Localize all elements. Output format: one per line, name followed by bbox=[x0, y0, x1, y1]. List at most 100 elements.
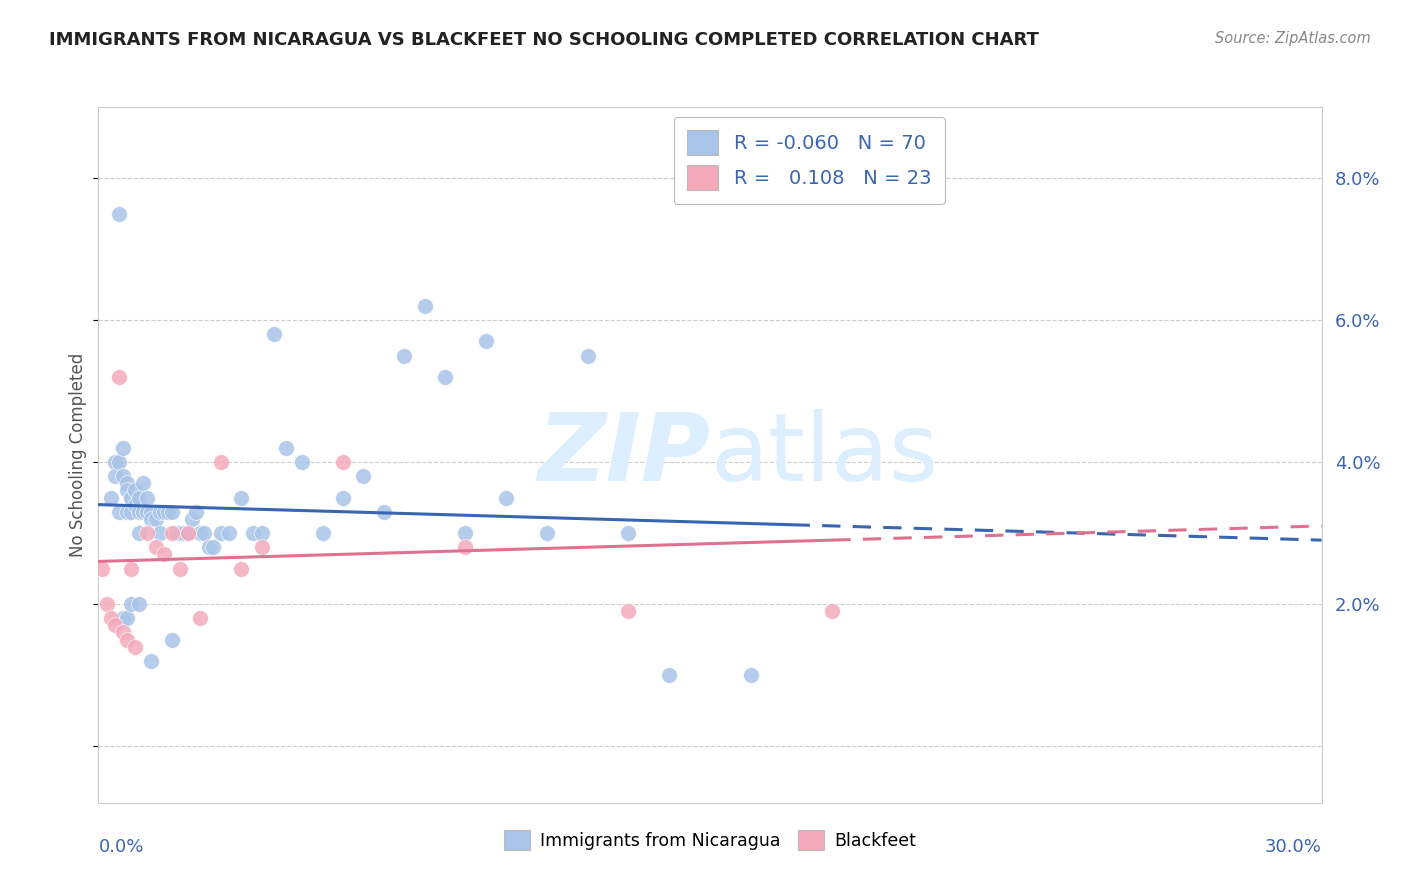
Point bbox=[658, 668, 681, 682]
Point bbox=[617, 604, 640, 618]
Y-axis label: No Schooling Completed: No Schooling Completed bbox=[69, 353, 87, 557]
Point bbox=[115, 611, 138, 625]
Point bbox=[160, 505, 183, 519]
Point bbox=[132, 476, 155, 491]
Point bbox=[188, 611, 212, 625]
Point bbox=[332, 455, 354, 469]
Point bbox=[115, 483, 138, 498]
Point bbox=[96, 597, 118, 611]
Point bbox=[115, 476, 138, 491]
Point bbox=[128, 597, 150, 611]
Point bbox=[120, 491, 142, 505]
Point bbox=[201, 540, 224, 554]
Point bbox=[576, 349, 599, 363]
Point bbox=[128, 505, 150, 519]
Point bbox=[108, 455, 131, 469]
Point bbox=[454, 526, 477, 541]
Point bbox=[108, 505, 131, 519]
Point bbox=[495, 491, 517, 505]
Point bbox=[149, 505, 172, 519]
Point bbox=[111, 625, 134, 640]
Point bbox=[250, 540, 273, 554]
Point bbox=[160, 632, 183, 647]
Point bbox=[231, 491, 253, 505]
Point bbox=[141, 512, 163, 526]
Point bbox=[124, 498, 146, 512]
Point bbox=[332, 491, 354, 505]
Point bbox=[136, 505, 159, 519]
Point bbox=[128, 491, 150, 505]
Point bbox=[242, 526, 264, 541]
Text: 0.0%: 0.0% bbox=[98, 838, 143, 856]
Point bbox=[169, 561, 191, 575]
Point bbox=[115, 632, 138, 647]
Point bbox=[128, 526, 150, 541]
Point bbox=[177, 526, 200, 541]
Point bbox=[104, 455, 127, 469]
Point bbox=[120, 597, 142, 611]
Point bbox=[740, 668, 762, 682]
Point bbox=[250, 526, 273, 541]
Point bbox=[209, 455, 232, 469]
Point bbox=[617, 526, 640, 541]
Point bbox=[124, 640, 146, 654]
Point bbox=[392, 349, 416, 363]
Point bbox=[169, 526, 191, 541]
Point bbox=[141, 505, 163, 519]
Point bbox=[115, 505, 138, 519]
Point bbox=[197, 540, 219, 554]
Point bbox=[111, 469, 134, 483]
Point bbox=[152, 547, 174, 561]
Point bbox=[218, 526, 240, 541]
Point bbox=[274, 441, 297, 455]
Point bbox=[536, 526, 558, 541]
Text: ZIP: ZIP bbox=[537, 409, 710, 501]
Point bbox=[120, 505, 142, 519]
Point bbox=[136, 526, 159, 541]
Point bbox=[145, 540, 167, 554]
Point bbox=[160, 526, 183, 541]
Point bbox=[181, 512, 204, 526]
Point bbox=[145, 512, 167, 526]
Point bbox=[132, 505, 155, 519]
Point bbox=[373, 505, 395, 519]
Point bbox=[108, 206, 131, 220]
Text: atlas: atlas bbox=[710, 409, 938, 501]
Point bbox=[165, 526, 187, 541]
Point bbox=[263, 327, 285, 342]
Text: 30.0%: 30.0% bbox=[1265, 838, 1322, 856]
Point bbox=[173, 526, 195, 541]
Point bbox=[120, 561, 142, 575]
Point bbox=[821, 604, 844, 618]
Point bbox=[156, 505, 179, 519]
Point bbox=[149, 526, 172, 541]
Point bbox=[413, 299, 436, 313]
Point bbox=[177, 526, 200, 541]
Point bbox=[104, 469, 127, 483]
Point bbox=[104, 618, 127, 632]
Text: IMMIGRANTS FROM NICARAGUA VS BLACKFEET NO SCHOOLING COMPLETED CORRELATION CHART: IMMIGRANTS FROM NICARAGUA VS BLACKFEET N… bbox=[49, 31, 1039, 49]
Point bbox=[136, 491, 159, 505]
Point bbox=[111, 611, 134, 625]
Legend: Immigrants from Nicaragua, Blackfeet: Immigrants from Nicaragua, Blackfeet bbox=[496, 822, 924, 856]
Point bbox=[454, 540, 477, 554]
Point bbox=[141, 654, 163, 668]
Point bbox=[474, 334, 498, 349]
Point bbox=[152, 505, 174, 519]
Point bbox=[186, 505, 208, 519]
Point bbox=[352, 469, 374, 483]
Point bbox=[312, 526, 335, 541]
Point bbox=[124, 483, 146, 498]
Point bbox=[188, 526, 212, 541]
Point bbox=[111, 441, 134, 455]
Text: Source: ZipAtlas.com: Source: ZipAtlas.com bbox=[1215, 31, 1371, 46]
Point bbox=[193, 526, 215, 541]
Point bbox=[100, 491, 122, 505]
Point bbox=[108, 369, 131, 384]
Point bbox=[100, 611, 122, 625]
Point bbox=[291, 455, 314, 469]
Point bbox=[231, 561, 253, 575]
Point bbox=[209, 526, 232, 541]
Point bbox=[120, 491, 142, 505]
Point bbox=[91, 561, 114, 575]
